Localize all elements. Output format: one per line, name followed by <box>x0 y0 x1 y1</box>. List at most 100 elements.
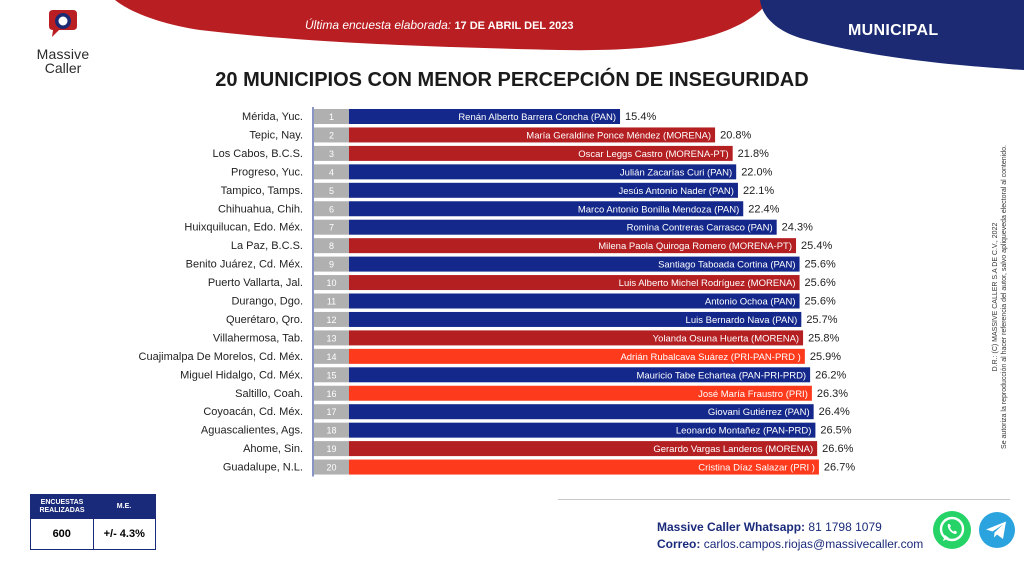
rank-box <box>314 109 349 124</box>
candidate-label: José María Fraustro (PRI) <box>698 389 808 400</box>
telegram-icon[interactable] <box>978 511 1016 549</box>
rank-box <box>314 404 349 420</box>
contact-email: Correo: carlos.campos.riojas@massivecall… <box>657 536 923 553</box>
rank-box <box>314 311 349 327</box>
contact-info: Massive Caller Whatsapp: 81 1798 1079 Co… <box>657 519 923 553</box>
candidate-label: Luis Alberto Michel Rodríguez (MORENA) <box>619 278 796 289</box>
municipality-label: La Paz, B.C.S. <box>231 240 303 252</box>
value-label: 25.7% <box>806 314 837 326</box>
value-label: 25.4% <box>801 240 832 252</box>
candidate-label: Yolanda Osuna Huerta (MORENA) <box>653 333 799 344</box>
rank-box <box>314 459 349 475</box>
bar <box>349 201 744 217</box>
municipality-label: Cuajimalpa De Morelos, Cd. Méx. <box>139 351 303 363</box>
rank-number: 19 <box>326 444 336 454</box>
rank-number: 12 <box>326 315 336 325</box>
value-label: 22.4% <box>748 203 779 215</box>
value-label: 22.0% <box>741 166 772 178</box>
municipality-label: Coyoacán, Cd. Méx. <box>203 406 303 418</box>
municipality-label: Durango, Dgo. <box>231 296 303 308</box>
bar <box>349 459 819 475</box>
rank-number: 15 <box>326 370 336 380</box>
survey-stats-table: ENCUESTAS REALIZADAS M.E. 600 +/- 4.3% <box>30 494 156 550</box>
survey-date-value: 17 DE ABRIL DEL 2023 <box>454 20 574 32</box>
candidate-label: Mauricio Tabe Echartea (PAN-PRI-PRD) <box>636 370 806 381</box>
rank-number: 4 <box>329 167 334 177</box>
bar <box>349 164 737 180</box>
logo-icon <box>49 10 77 37</box>
municipality-label: Tepic, Nay. <box>249 129 303 141</box>
bar <box>349 109 621 124</box>
bar <box>349 293 800 309</box>
value-label: 26.6% <box>822 443 853 455</box>
value-label: 25.6% <box>805 296 836 308</box>
rank-box <box>314 182 349 198</box>
legal-line-2: Se autoriza la reproducción al hacer ref… <box>1001 145 1008 449</box>
municipality-label: Aguascalientes, Ags. <box>201 425 303 437</box>
candidate-label: Romina Contreras Carrasco (PAN) <box>627 223 773 234</box>
value-label: 24.3% <box>782 222 813 234</box>
municipality-label: Tampico, Tamps. <box>221 185 303 197</box>
bar <box>349 145 733 161</box>
municipality-label: Mérida, Yuc. <box>242 111 303 123</box>
value-label: 22.1% <box>743 185 774 197</box>
whatsapp-label: Massive Caller Whatsapp: <box>657 520 806 534</box>
logo-text-massive: Massive <box>36 46 90 62</box>
value-label: 26.3% <box>817 388 848 400</box>
municipality-label: Miguel Hidalgo, Cd. Méx. <box>180 369 303 381</box>
rank-box <box>314 256 349 272</box>
candidate-label: Antonio Ochoa (PAN) <box>705 297 796 308</box>
rank-box <box>314 330 349 346</box>
stats-header-margin: M.E. <box>116 503 132 510</box>
value-label: 25.8% <box>808 332 839 344</box>
footer-divider <box>558 499 1010 500</box>
candidate-label: Renán Alberto Barrera Concha (PAN) <box>458 112 616 123</box>
candidate-label: Marco Antonio Bonilla Mendoza (PAN) <box>578 204 739 215</box>
stats-surveys-value: 600 <box>31 519 94 549</box>
bar <box>349 238 797 254</box>
rank-number: 5 <box>329 186 334 196</box>
rank-number: 2 <box>329 130 334 140</box>
value-label: 25.6% <box>805 277 836 289</box>
municipality-label: Ahome, Sin. <box>243 443 303 455</box>
rank-number: 18 <box>326 426 336 436</box>
stats-value-row: 600 +/- 4.3% <box>31 519 155 549</box>
bar <box>349 422 816 438</box>
candidate-label: Giovani Gutiérrez (PAN) <box>708 407 810 418</box>
rank-box <box>314 238 349 254</box>
bar <box>349 275 800 291</box>
stats-header-row: ENCUESTAS REALIZADAS M.E. <box>31 495 155 519</box>
stats-header-surveys: ENCUESTAS REALIZADAS <box>39 499 85 514</box>
value-label: 20.8% <box>720 129 751 141</box>
rank-box <box>314 293 349 309</box>
value-label: 26.7% <box>824 462 855 474</box>
rank-number: 9 <box>329 260 334 270</box>
rank-box <box>314 219 349 235</box>
candidate-label: Santiago Taboada Cortina (PAN) <box>658 260 795 271</box>
municipality-label: Saltillo, Coah. <box>235 388 303 400</box>
municipality-label: Benito Juárez, Cd. Méx. <box>186 259 303 271</box>
email-value[interactable]: carlos.campos.riojas@massivecaller.com <box>703 537 924 551</box>
bar <box>349 311 802 327</box>
whatsapp-number: 81 1798 1079 <box>808 520 882 534</box>
whatsapp-icon[interactable] <box>932 510 972 550</box>
municipality-label: Puerto Vallarta, Jal. <box>208 277 303 289</box>
candidate-label: Gerardo Vargas Landeros (MORENA) <box>653 444 813 455</box>
value-label: 26.2% <box>815 369 846 381</box>
bar <box>349 256 800 272</box>
rank-box <box>314 164 349 180</box>
rank-number: 3 <box>329 149 334 159</box>
massive-caller-logo: Massive Caller <box>28 8 98 75</box>
bar <box>349 367 811 383</box>
candidate-label: Leonardo Montañez (PAN-PRD) <box>676 426 812 437</box>
municipality-label: Guadalupe, N.L. <box>223 462 303 474</box>
rank-box <box>314 127 349 143</box>
rank-box <box>314 367 349 383</box>
rank-number: 7 <box>329 223 334 233</box>
municipality-label: Los Cabos, B.C.S. <box>213 148 304 160</box>
candidate-label: Luis Bernardo Nava (PAN) <box>686 315 798 326</box>
rank-box <box>314 385 349 401</box>
rank-box <box>314 275 349 291</box>
